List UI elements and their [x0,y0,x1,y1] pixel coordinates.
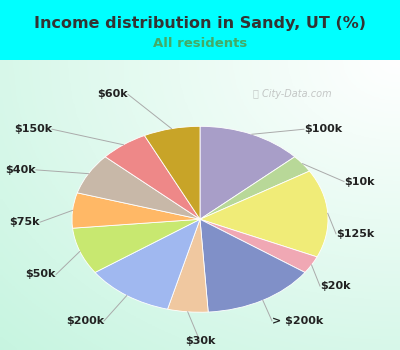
Text: $40k: $40k [5,165,36,175]
Text: $50k: $50k [26,270,56,279]
Text: $20k: $20k [320,281,350,291]
Text: Income distribution in Sandy, UT (%): Income distribution in Sandy, UT (%) [34,16,366,31]
Text: $30k: $30k [185,336,215,346]
Wedge shape [200,219,305,312]
Text: All residents: All residents [153,37,247,50]
Wedge shape [95,219,200,309]
Wedge shape [144,126,200,219]
Text: $75k: $75k [10,217,40,227]
Wedge shape [168,219,208,312]
Wedge shape [200,126,295,219]
Text: $200k: $200k [66,316,104,326]
Wedge shape [77,157,200,219]
Wedge shape [72,219,200,272]
Wedge shape [105,135,200,219]
Text: $125k: $125k [336,229,374,239]
Wedge shape [200,219,317,272]
Text: ⓘ City-Data.com: ⓘ City-Data.com [253,89,331,99]
Wedge shape [200,157,310,219]
Text: $60k: $60k [97,89,128,99]
Text: $100k: $100k [304,124,342,134]
Text: $150k: $150k [14,124,52,134]
Wedge shape [200,171,328,257]
Text: > $200k: > $200k [272,316,323,326]
Text: $10k: $10k [344,176,374,187]
Wedge shape [72,193,200,228]
